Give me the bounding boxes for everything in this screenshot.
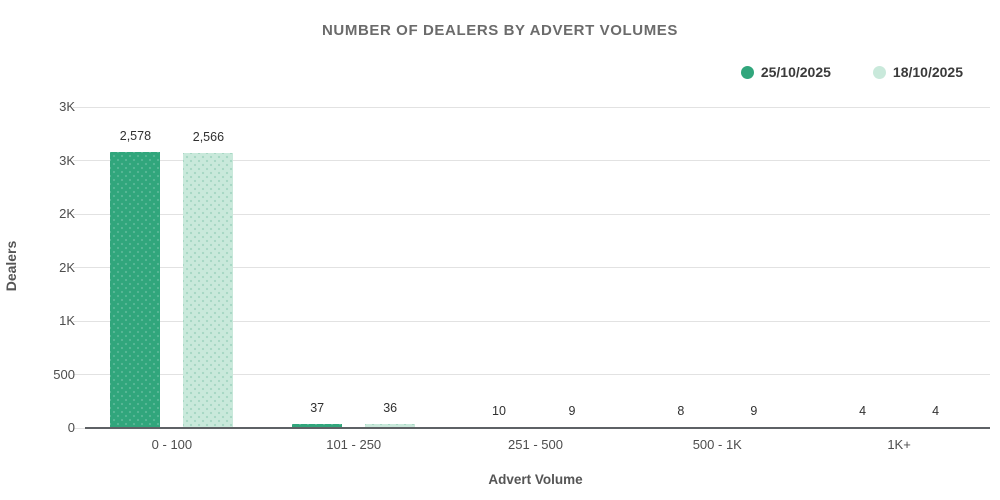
x-category-label: 251 - 500: [508, 437, 563, 452]
legend-item-label: 25/10/2025: [760, 64, 831, 80]
y-tick-label: 3K: [59, 99, 75, 114]
bar-value-label: 9: [568, 404, 576, 419]
legend-item-18-10-2025[interactable]: 18/10/2025: [872, 64, 963, 80]
legend-item-label: 18/10/2025: [892, 64, 963, 80]
gridline: [73, 374, 990, 375]
bar-25-10-2025-101-250: [292, 424, 343, 428]
x-axis-line: [85, 427, 990, 429]
y-tick-label: 0: [67, 420, 75, 435]
gridline: [73, 320, 990, 322]
y-tick-label: 3K: [59, 152, 75, 168]
gridline: [73, 106, 990, 108]
bar-value-label: 4: [932, 404, 940, 419]
gridline: [73, 267, 990, 268]
legend-dot-icon: [740, 65, 754, 79]
bar-25-10-2025-0-100: [110, 152, 161, 428]
bar-18-10-2025-101-250: [365, 424, 416, 428]
chart-title: NUMBER OF DEALERS BY ADVERT VOLUMES: [321, 22, 679, 39]
y-tick-label: 2K: [59, 259, 75, 275]
bar-18-10-2025-0-100: [183, 153, 234, 428]
bar-value-label: 10: [492, 403, 506, 418]
y-tick-label: 2K: [59, 206, 75, 221]
y-tick-label: 1K: [59, 313, 75, 328]
x-category-label: 1K+: [887, 437, 911, 452]
x-category-label: 0 - 100: [151, 437, 193, 452]
y-tick-label: 500: [53, 366, 75, 382]
x-category-label: 500 - 1K: [692, 437, 742, 452]
bar-value-label: 2,566: [192, 130, 225, 145]
bar-value-label: 2,578: [119, 129, 152, 144]
chart-legend: 25/10/2025 18/10/2025: [740, 64, 963, 80]
gridline: [73, 160, 990, 161]
x-axis-title: Advert Volume: [488, 472, 583, 487]
legend-dot-icon: [872, 65, 886, 79]
bar-value-label: 36: [383, 401, 398, 416]
bar-value-label: 37: [310, 401, 325, 416]
y-axis-title: Dealers: [3, 240, 19, 292]
bar-value-label: 9: [750, 404, 758, 419]
gridline: [73, 213, 990, 215]
bar-value-label: 4: [859, 404, 867, 419]
bar-value-label: 8: [677, 404, 685, 419]
x-category-label: 101 - 250: [326, 437, 382, 452]
legend-item-25-10-2025[interactable]: 25/10/2025: [740, 64, 831, 80]
